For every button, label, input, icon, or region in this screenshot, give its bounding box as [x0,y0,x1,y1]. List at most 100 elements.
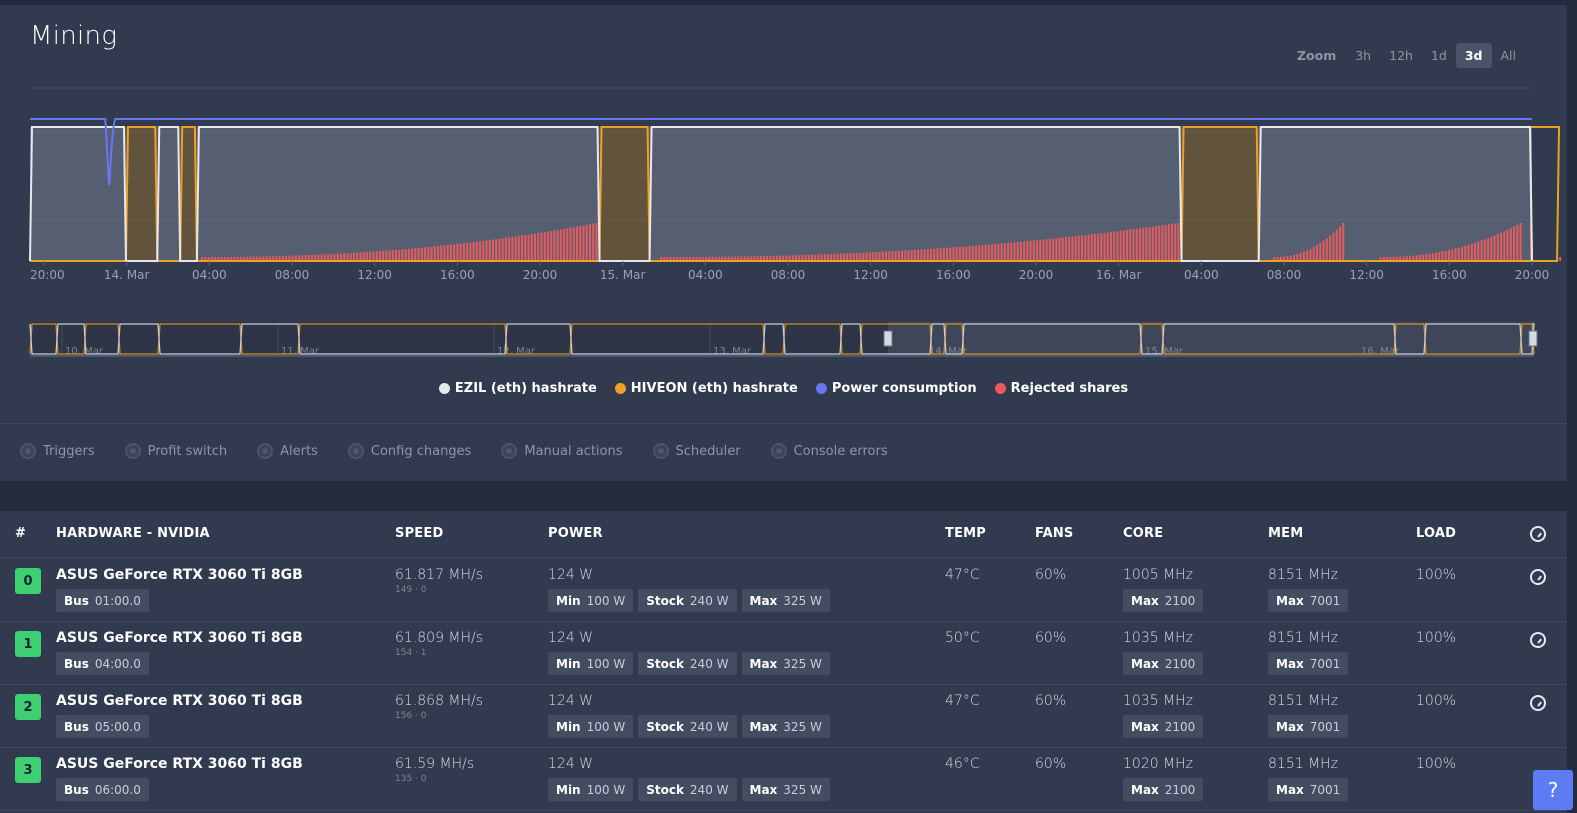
rejected-share-bar [1171,223,1174,261]
rejected-share-bar [1454,248,1457,261]
zoom-3d-button[interactable]: 3d [1455,43,1492,68]
rejected-share-bar [971,245,974,261]
pill-value: 100 W [586,656,626,671]
power-line [30,118,1532,186]
event-filter-console-errors[interactable]: Console errors [770,443,888,459]
legend-ezil[interactable]: EZIL (eth) hashrate [438,381,597,396]
help-button[interactable]: ? [1533,770,1573,810]
rejected-share-bar [1090,234,1093,261]
rejected-share-bar [904,250,907,261]
rejected-share-bar [537,233,540,261]
gpu-name[interactable]: ASUS GeForce RTX 3060 Ti 8GB [56,567,303,583]
rejected-share-bar [469,242,472,261]
rejected-share-bar [1490,236,1493,261]
overclock-icon[interactable] [1530,569,1546,585]
pill-label: Stock [646,719,684,734]
rejected-share-bar [1023,241,1026,261]
zoom-3h-button[interactable]: 3h [1355,48,1372,63]
rejected-share-bar [901,250,904,261]
rejected-share-bar [746,256,749,261]
table-row[interactable]: 3 ASUS GeForce RTX 3060 Ti 8GB Bus 06:00.… [0,748,1567,811]
rejected-share-bar [811,254,814,261]
rejected-share-bar [281,255,284,261]
rejected-share-bar [298,255,301,261]
gpu-name[interactable]: ASUS GeForce RTX 3060 Ti 8GB [56,630,303,646]
rejected-share-bar [769,255,772,261]
rejected-share-bar [213,256,216,261]
rejected-share-bar [362,252,365,261]
rejected-share-bar [524,235,527,261]
gpu-index-badge: 1 [15,631,41,657]
legend-power[interactable]: Power consumption [815,381,977,396]
legend-hiveon[interactable]: HIVEON (eth) hashrate [614,381,798,396]
navigator-handle-right[interactable] [1528,330,1538,347]
legend-rejected[interactable]: Rejected shares [994,381,1128,396]
rejected-share-bar [1438,251,1441,261]
gpu-index-badge: 0 [15,568,41,594]
rejected-share-bar [504,237,507,261]
event-filter-triggers[interactable]: Triggers [20,443,95,459]
core-max: Max 2100 [1123,778,1204,801]
rejected-share-bar [1129,229,1132,261]
rejected-share-bar [891,251,894,261]
event-filter-manual-actions[interactable]: Manual actions [501,443,623,459]
pill-label: Min [556,656,581,671]
rejected-share-bar [676,256,679,261]
navigator-handle-left[interactable] [883,330,893,347]
event-filter-profit-switch[interactable]: Profit switch [124,443,228,459]
rejected-share-bar [349,253,352,261]
rejected-share-bar [223,256,226,261]
rejected-share-bar [705,256,708,261]
rejected-share-bar [456,243,459,261]
event-filter-config-changes[interactable]: Config changes [347,443,471,459]
x-tick-label: 04:00 [688,268,723,282]
rejected-share-bar [849,253,852,261]
rejected-share-bar [749,256,752,261]
rejected-share-bar [479,241,482,261]
rejected-share-bar [1158,225,1161,261]
table-row[interactable]: 1 ASUS GeForce RTX 3060 Ti 8GB Bus 04:00.… [0,622,1567,685]
core-max-pill: Max 2100 [1123,778,1204,801]
rejected-share-bar [508,237,511,261]
rejected-share-bar [259,256,262,261]
rejected-share-bar [1154,226,1157,261]
rejected-share-bar [692,256,695,261]
overclock-icon[interactable] [1530,632,1546,648]
rejected-share-bar [1516,224,1519,261]
gpu-name[interactable]: ASUS GeForce RTX 3060 Ti 8GB [56,756,303,772]
rejected-share-bar [395,249,398,261]
pill-value: 325 W [783,719,822,734]
rejected-share-bar [1487,238,1490,261]
table-row[interactable]: 0 ASUS GeForce RTX 3060 Ti 8GB Bus 01:00.… [0,559,1567,622]
min-power-pill: Min 100 W [548,715,634,738]
overclock-icon[interactable] [1530,695,1546,711]
rejected-share-bar [1039,239,1042,261]
table-row[interactable]: 2 ASUS GeForce RTX 3060 Ti 8GB Bus 05:00.… [0,685,1567,748]
rejected-share-bar [1296,253,1299,261]
zoom-1d-button[interactable]: 1d [1430,48,1447,63]
rejected-share-bar [1138,228,1141,261]
event-filter-alerts[interactable]: Alerts [257,443,318,459]
rejected-share-bar [1286,256,1289,261]
rejected-share-bar [878,251,881,261]
overclock-all-icon[interactable] [1530,526,1546,542]
rejected-share-bar [550,230,553,261]
rejected-share-bar [1338,226,1341,261]
rejected-share-bar [527,234,530,261]
rejected-share-bar [708,256,711,261]
bus-pill: Bus 01:00.0 [56,589,149,612]
rejected-share-bar [1113,231,1116,261]
rejected-share-bar [1399,256,1402,261]
ezil-area [1258,127,1532,261]
zoom-all-button[interactable]: All [1500,48,1517,63]
chart-navigator[interactable]: 10. Mar 11. Mar 12. Mar 13. Mar 14. Mar 15. M… [0,310,1567,362]
gpu-name[interactable]: ASUS GeForce RTX 3060 Ti 8GB [56,693,303,709]
rejected-share-bar [382,250,385,261]
event-label: Profit switch [147,443,228,459]
rejected-share-bar [1519,223,1522,261]
zoom-12h-button[interactable]: 12h [1389,48,1413,63]
rejected-share-bar [385,250,388,261]
hashrate-chart[interactable]: 20:00 14. Mar 04:00 08:00 12:00 16:00 20:00 15.… [0,80,1567,285]
event-filter-scheduler[interactable]: Scheduler [652,443,741,459]
rejected-share-bar [359,252,362,261]
